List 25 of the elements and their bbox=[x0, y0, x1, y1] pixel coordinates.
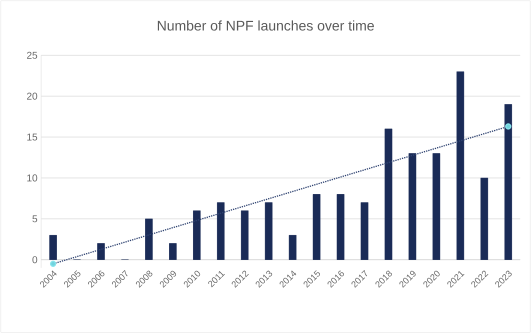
bar bbox=[193, 210, 201, 260]
bar bbox=[264, 202, 272, 260]
chart-title: Number of NPF launches over time bbox=[158, 20, 374, 31]
bar bbox=[97, 243, 105, 260]
bar bbox=[504, 104, 512, 260]
bar bbox=[145, 218, 153, 260]
bar bbox=[384, 128, 392, 260]
bar bbox=[408, 153, 416, 260]
y-tick-label: 15 bbox=[27, 134, 38, 140]
y-tick-label: 20 bbox=[27, 92, 38, 100]
bar bbox=[49, 234, 57, 260]
bar bbox=[480, 178, 488, 260]
bar bbox=[456, 71, 464, 260]
y-tick-label: 5 bbox=[32, 215, 38, 222]
y-tick-label: 25 bbox=[27, 52, 38, 59]
bar bbox=[288, 234, 296, 260]
bar bbox=[216, 202, 225, 260]
bar bbox=[432, 153, 440, 260]
bar bbox=[169, 243, 177, 260]
y-tick-label: 0 bbox=[32, 256, 38, 264]
bar bbox=[312, 194, 320, 260]
bar bbox=[336, 194, 344, 260]
y-tick-label: 10 bbox=[27, 174, 38, 182]
bar bbox=[240, 210, 249, 260]
bar bbox=[360, 202, 368, 260]
